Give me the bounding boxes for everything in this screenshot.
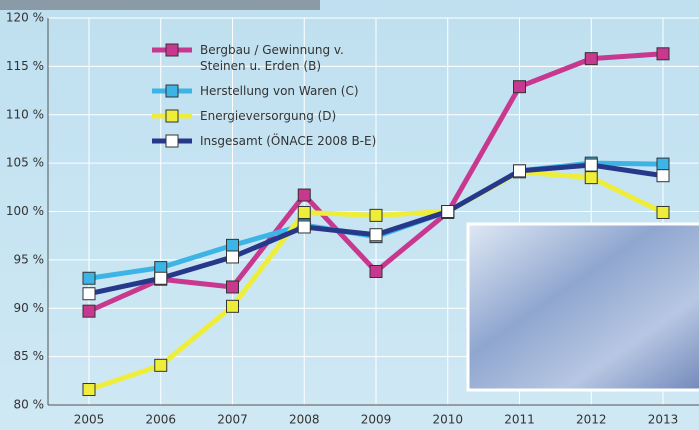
legend-label: Insgesamt (ÖNACE 2008 B-E) (200, 134, 376, 148)
y-tick-label: 105 % (6, 156, 44, 170)
x-tick-label: 2012 (576, 413, 607, 427)
legend-label: Herstellung von Waren (C) (200, 84, 359, 98)
marker (657, 170, 669, 182)
legend-item: Insgesamt (ÖNACE 2008 B-E) (150, 133, 376, 149)
marker (442, 206, 454, 218)
legend-label: Bergbau / Gewinnung v. Steinen u. Erden … (200, 43, 344, 73)
marker (298, 189, 310, 201)
y-tick-label: 90 % (14, 301, 45, 315)
legend-item: Energieversorgung (D) (150, 108, 376, 124)
marker (585, 172, 597, 184)
x-tick-label: 2008 (289, 413, 320, 427)
marker (657, 48, 669, 60)
x-tick-label: 2009 (361, 413, 392, 427)
x-tick-label: 2010 (432, 413, 463, 427)
marker (227, 281, 239, 293)
y-tick-label: 115 % (6, 59, 44, 73)
marker (370, 229, 382, 241)
x-tick-label: 2013 (648, 413, 679, 427)
marker (657, 158, 669, 170)
marker (585, 53, 597, 65)
chart: 80 % 85 % 90 % 95 % 100 % 105 % 110 % 115 % 120 … (0, 0, 699, 430)
legend-item: Bergbau / Gewinnung v. Steinen u. Erden … (150, 42, 376, 74)
y-tick-label: 100 % (6, 204, 44, 218)
y-tick-label: 85 % (14, 349, 45, 363)
marker (585, 159, 597, 171)
y-tick-label: 120 % (6, 11, 44, 25)
x-tick-label: 2007 (217, 413, 248, 427)
marker (155, 359, 167, 371)
legend-swatch (150, 133, 194, 149)
legend-marker (166, 135, 178, 147)
marker (83, 288, 95, 300)
marker (370, 265, 382, 277)
y-tick-label: 110 % (6, 107, 44, 121)
legend-marker (166, 44, 178, 56)
legend-swatch (150, 83, 194, 99)
marker (514, 165, 526, 177)
marker (83, 305, 95, 317)
y-tick-label: 80 % (14, 398, 45, 412)
y-tick-label: 95 % (14, 252, 45, 266)
legend-marker (166, 85, 178, 97)
legend-marker (166, 110, 178, 122)
top-band (0, 0, 320, 10)
legend-item: Herstellung von Waren (C) (150, 83, 376, 99)
marker (514, 81, 526, 93)
marker (227, 251, 239, 263)
x-tick-label: 2005 (74, 413, 105, 427)
marker (227, 239, 239, 251)
marker (370, 209, 382, 221)
x-tick-label: 2006 (145, 413, 176, 427)
legend-swatch (150, 108, 194, 124)
marker (298, 221, 310, 233)
marker (657, 206, 669, 218)
marker (83, 272, 95, 284)
marker (83, 384, 95, 396)
legend-swatch (150, 42, 194, 58)
legend-label: Energieversorgung (D) (200, 109, 336, 123)
marker (298, 206, 310, 218)
marker (227, 300, 239, 312)
x-tick-label: 2011 (504, 413, 535, 427)
marker (155, 272, 167, 284)
photo-inset (468, 224, 699, 390)
legend: Bergbau / Gewinnung v. Steinen u. Erden … (150, 42, 376, 158)
